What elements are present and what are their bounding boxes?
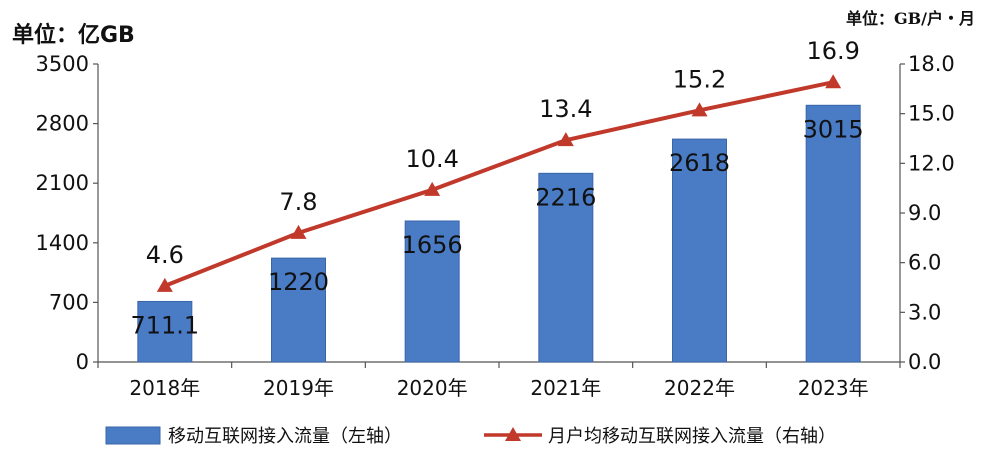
line-point-marker <box>825 74 842 89</box>
x-axis-ticks: 2018年 2019年 2020年 2021年 2022年 2023年 <box>97 362 901 400</box>
bar <box>538 172 594 363</box>
line-data-labels: 4.6 7.8 10.4 13.4 15.2 16.9 <box>146 37 860 269</box>
bar-value-label: 1656 <box>402 231 463 259</box>
bar <box>672 138 727 363</box>
legend: 移动互联网接入流量（左轴） 月户均移动互联网接入流量（右轴） <box>105 426 836 447</box>
right-tick-label: 9.0 <box>908 201 941 225</box>
line-point-marker <box>691 102 708 117</box>
left-axis-unit: 单位：亿GB <box>12 22 135 48</box>
right-axis-ticks: 0.0 3.0 6.0 9.0 12.0 15.0 18.0 <box>900 52 955 374</box>
left-tick-label: 2800 <box>36 112 89 136</box>
right-tick-label: 0.0 <box>908 350 941 374</box>
left-tick-label: 1400 <box>36 231 89 255</box>
line-point-marker <box>424 181 441 196</box>
x-tick-label: 2020年 <box>397 376 468 400</box>
series-line <box>164 80 834 288</box>
right-tick-label: 15.0 <box>908 102 955 126</box>
line-point-marker <box>156 277 173 292</box>
line-value-label: 13.4 <box>539 95 592 123</box>
line-value-label: 10.4 <box>405 145 458 173</box>
x-tick-label: 2021年 <box>530 376 601 400</box>
line-series <box>156 74 842 292</box>
right-tick-label: 3.0 <box>908 300 941 324</box>
right-tick-label: 12.0 <box>908 151 955 175</box>
bar <box>137 300 193 363</box>
legend-line-marker <box>505 427 521 441</box>
left-tick-label: 700 <box>49 290 89 314</box>
line-value-label: 15.2 <box>673 65 726 93</box>
bar <box>404 220 460 363</box>
bar-value-label: 711.1 <box>130 311 199 339</box>
bar-data-labels: 711.1 1220 1656 2216 2618 3015 <box>130 115 863 339</box>
bar-series <box>137 104 861 363</box>
right-tick-label: 6.0 <box>908 251 941 275</box>
bar-value-label: 2216 <box>535 183 596 211</box>
bar <box>805 104 861 363</box>
bar-value-label: 2618 <box>669 149 730 177</box>
bar <box>271 257 326 363</box>
x-tick-label: 2022年 <box>664 376 735 400</box>
line-value-label: 16.9 <box>806 37 859 65</box>
bar-value-label: 1220 <box>268 268 329 296</box>
legend-bar-swatch <box>105 426 161 445</box>
bar-value-label: 3015 <box>803 115 864 143</box>
right-tick-label: 18.0 <box>908 52 955 76</box>
x-tick-label: 2023年 <box>798 376 869 400</box>
legend-line-label: 月户均移动互联网接入流量（右轴） <box>548 426 836 447</box>
right-axis-unit: 单位：GB/户・月 <box>846 9 975 28</box>
x-tick-label: 2019年 <box>263 376 334 400</box>
legend-bar-label: 移动互联网接入流量（左轴） <box>168 426 402 447</box>
line-point-marker <box>290 224 307 239</box>
left-axis-ticks: 0 700 1400 2100 2800 3500 <box>36 52 98 374</box>
line-value-label: 7.8 <box>279 188 317 216</box>
left-tick-label: 2100 <box>36 171 89 195</box>
left-tick-label: 3500 <box>36 52 89 76</box>
x-tick-label: 2018年 <box>129 376 200 400</box>
left-tick-label: 0 <box>76 350 89 374</box>
line-point-marker <box>557 132 574 147</box>
line-value-label: 4.6 <box>146 241 184 269</box>
